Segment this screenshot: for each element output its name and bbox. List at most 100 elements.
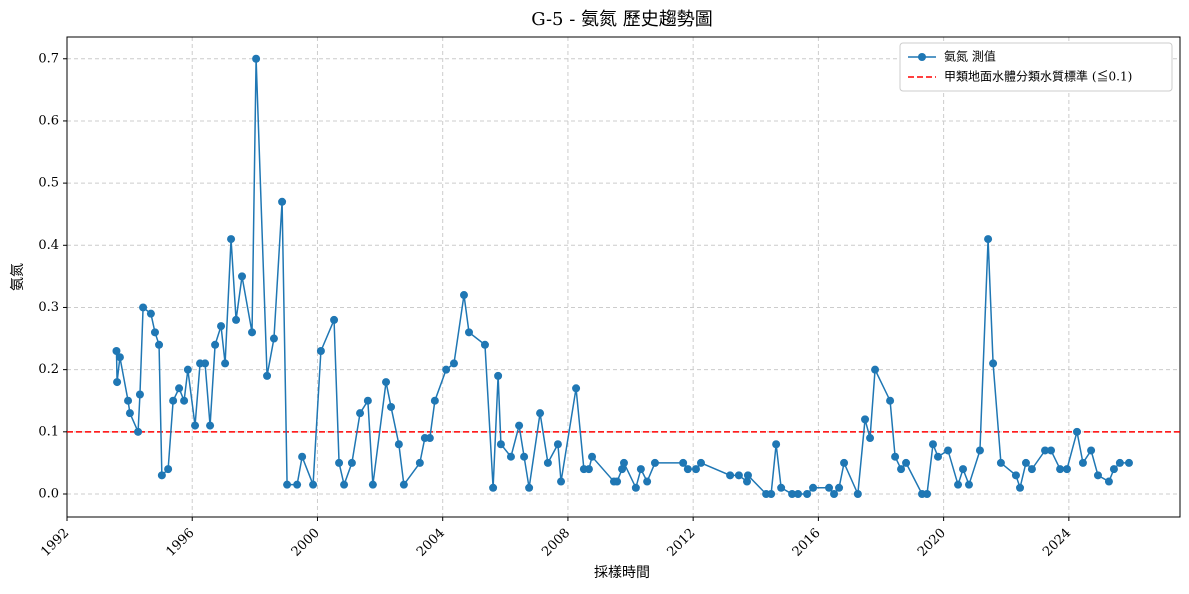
- data-point: [1016, 483, 1025, 492]
- data-point: [691, 465, 700, 474]
- data-point: [683, 465, 692, 474]
- data-point: [1062, 465, 1071, 474]
- data-point: [643, 477, 652, 486]
- x-tick-label: 2024: [1040, 526, 1074, 560]
- x-tick-label: 1992: [38, 526, 72, 560]
- data-point: [794, 489, 803, 498]
- x-tick-label: 2020: [915, 526, 949, 560]
- data-point: [619, 458, 628, 467]
- data-point: [1078, 458, 1087, 467]
- data-point: [382, 378, 391, 387]
- data-point: [221, 359, 230, 368]
- data-point: [1087, 446, 1096, 455]
- data-point: [853, 489, 862, 498]
- data-point: [840, 458, 849, 467]
- data-point: [394, 440, 403, 449]
- data-point: [1047, 446, 1056, 455]
- data-point: [464, 328, 473, 337]
- data-point: [515, 421, 524, 430]
- y-tick-label: 0.2: [38, 362, 59, 377]
- data-point: [157, 471, 166, 480]
- data-point: [1104, 477, 1113, 486]
- data-point: [347, 458, 356, 467]
- data-point: [777, 483, 786, 492]
- data-point: [155, 340, 164, 349]
- data-point: [886, 396, 895, 405]
- data-point: [835, 483, 844, 492]
- data-point: [557, 477, 566, 486]
- data-point: [134, 427, 143, 436]
- x-axis-label: 採樣時間: [594, 564, 650, 581]
- data-point: [139, 303, 148, 312]
- data-line: [115, 58, 1129, 497]
- data-point: [996, 458, 1005, 467]
- data-point: [211, 340, 220, 349]
- data-point: [525, 483, 534, 492]
- data-point: [897, 465, 906, 474]
- data-point: [269, 334, 278, 343]
- y-tick-label: 0.1: [38, 424, 59, 439]
- data-point: [175, 384, 184, 393]
- data-point: [399, 480, 408, 489]
- data-point: [489, 483, 498, 492]
- x-tick-label: 2004: [414, 526, 448, 560]
- data-point: [933, 452, 942, 461]
- data-point: [1115, 458, 1124, 467]
- data-point: [1056, 465, 1065, 474]
- data-point: [238, 272, 247, 281]
- data-point: [496, 440, 505, 449]
- data-point: [494, 371, 503, 380]
- data-point: [584, 465, 593, 474]
- data-point: [298, 452, 307, 461]
- data-point: [866, 434, 875, 443]
- data-point: [803, 489, 812, 498]
- data-point: [959, 465, 968, 474]
- y-tick-label: 0.4: [38, 238, 59, 253]
- data-point: [975, 446, 984, 455]
- data-point: [449, 359, 458, 368]
- data-point: [227, 235, 236, 244]
- data-point: [425, 434, 434, 443]
- data-point: [679, 458, 688, 467]
- data-point: [146, 309, 155, 318]
- y-tick-label: 0.3: [38, 300, 59, 315]
- y-tick-label: 0.6: [38, 113, 59, 128]
- data-point: [201, 359, 210, 368]
- x-tick-label: 1996: [164, 526, 198, 560]
- legend-box: [899, 42, 1173, 92]
- data-point: [387, 402, 396, 411]
- data-point: [613, 477, 622, 486]
- chart-title: G-5 - 氨氮 歷史趨勢圖: [531, 9, 713, 30]
- data-point: [113, 378, 122, 387]
- data-point: [944, 446, 953, 455]
- data-point: [283, 480, 292, 489]
- data-point: [743, 471, 752, 480]
- data-point: [618, 465, 627, 474]
- data-point: [1021, 458, 1030, 467]
- data-point: [124, 396, 133, 405]
- data-point: [415, 458, 424, 467]
- data-point: [363, 396, 372, 405]
- data-point: [459, 291, 468, 300]
- data-point: [356, 409, 365, 418]
- data-point: [1124, 458, 1133, 467]
- data-point: [923, 489, 932, 498]
- data-point: [520, 452, 529, 461]
- data-point: [125, 409, 134, 418]
- data-point: [696, 458, 705, 467]
- data-point: [861, 415, 870, 424]
- y-axis-label: 氨氮: [10, 263, 26, 291]
- data-point: [1109, 465, 1118, 474]
- legend-marker: [918, 53, 926, 61]
- data-point: [734, 471, 743, 480]
- data-point: [553, 440, 562, 449]
- data-point: [588, 452, 597, 461]
- data-point: [180, 396, 189, 405]
- data-point: [506, 452, 515, 461]
- data-point: [536, 409, 545, 418]
- data-point: [954, 480, 963, 489]
- data-point: [543, 458, 552, 467]
- x-tick-label: 2008: [539, 526, 573, 560]
- legend-label: 甲類地面水體分類水質標準 (≦0.1): [944, 69, 1132, 84]
